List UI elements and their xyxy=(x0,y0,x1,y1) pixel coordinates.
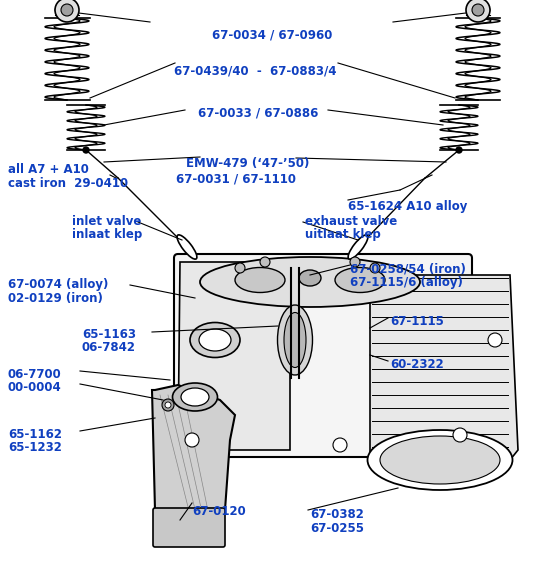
Text: 67-0031 / 67-1110: 67-0031 / 67-1110 xyxy=(176,173,296,186)
Ellipse shape xyxy=(190,323,240,358)
Ellipse shape xyxy=(199,329,231,351)
Text: 02-0129 (iron): 02-0129 (iron) xyxy=(8,292,103,305)
Circle shape xyxy=(350,257,360,267)
Circle shape xyxy=(472,4,484,16)
Text: 67-0439/40  -  67-0883/4: 67-0439/40 - 67-0883/4 xyxy=(174,65,336,78)
Polygon shape xyxy=(152,385,235,545)
Circle shape xyxy=(466,0,490,22)
Text: uitlaat klep: uitlaat klep xyxy=(305,228,381,241)
Ellipse shape xyxy=(284,312,306,368)
Ellipse shape xyxy=(348,235,368,259)
Text: 67-1115/6 (alloy): 67-1115/6 (alloy) xyxy=(350,276,463,289)
Ellipse shape xyxy=(200,257,420,307)
Text: 67-1115: 67-1115 xyxy=(390,315,444,328)
Ellipse shape xyxy=(181,388,209,406)
Ellipse shape xyxy=(299,270,321,286)
Circle shape xyxy=(165,402,171,408)
Text: 67-0034 / 67-0960: 67-0034 / 67-0960 xyxy=(212,28,332,41)
Text: 60-2322: 60-2322 xyxy=(390,358,444,371)
Ellipse shape xyxy=(177,235,197,259)
Ellipse shape xyxy=(368,430,512,490)
Text: 67-0074 (alloy): 67-0074 (alloy) xyxy=(8,278,108,291)
Ellipse shape xyxy=(235,267,285,293)
Ellipse shape xyxy=(380,436,500,484)
Text: 00-0004: 00-0004 xyxy=(8,381,62,394)
Circle shape xyxy=(61,4,73,16)
Circle shape xyxy=(162,399,174,411)
Text: EMW-479 (‘47-’50): EMW-479 (‘47-’50) xyxy=(186,157,310,170)
Text: 67-0255: 67-0255 xyxy=(310,522,364,535)
Circle shape xyxy=(456,147,462,153)
Ellipse shape xyxy=(277,305,312,375)
Polygon shape xyxy=(178,262,290,450)
Text: 67-0382: 67-0382 xyxy=(310,508,364,521)
Text: 65-1163: 65-1163 xyxy=(82,328,136,341)
Circle shape xyxy=(333,438,347,452)
Text: 67-0258/54 (iron): 67-0258/54 (iron) xyxy=(350,262,466,275)
Circle shape xyxy=(235,263,245,273)
Circle shape xyxy=(260,257,270,267)
Circle shape xyxy=(185,433,199,447)
Text: 65-1162: 65-1162 xyxy=(8,428,62,441)
Text: inlaat klep: inlaat klep xyxy=(72,228,142,241)
Polygon shape xyxy=(370,275,518,460)
Text: 06-7700: 06-7700 xyxy=(8,368,62,381)
Text: inlet valve: inlet valve xyxy=(72,215,141,228)
FancyBboxPatch shape xyxy=(153,508,225,547)
Ellipse shape xyxy=(172,383,218,411)
Text: 67-0120: 67-0120 xyxy=(192,505,246,518)
Text: 65-1232: 65-1232 xyxy=(8,441,62,454)
Circle shape xyxy=(83,147,89,153)
Ellipse shape xyxy=(335,267,385,293)
Text: 06-7842: 06-7842 xyxy=(82,341,136,354)
Text: 65-1624 A10 alloy: 65-1624 A10 alloy xyxy=(348,200,467,213)
Circle shape xyxy=(370,263,380,273)
Text: all A7 + A10: all A7 + A10 xyxy=(8,163,89,176)
Text: 67-0033 / 67-0886: 67-0033 / 67-0886 xyxy=(198,107,318,120)
Circle shape xyxy=(55,0,79,22)
Circle shape xyxy=(488,333,502,347)
FancyBboxPatch shape xyxy=(174,254,472,457)
Text: cast iron  29-0410: cast iron 29-0410 xyxy=(8,177,128,190)
Text: exhaust valve: exhaust valve xyxy=(305,215,397,228)
Circle shape xyxy=(453,428,467,442)
